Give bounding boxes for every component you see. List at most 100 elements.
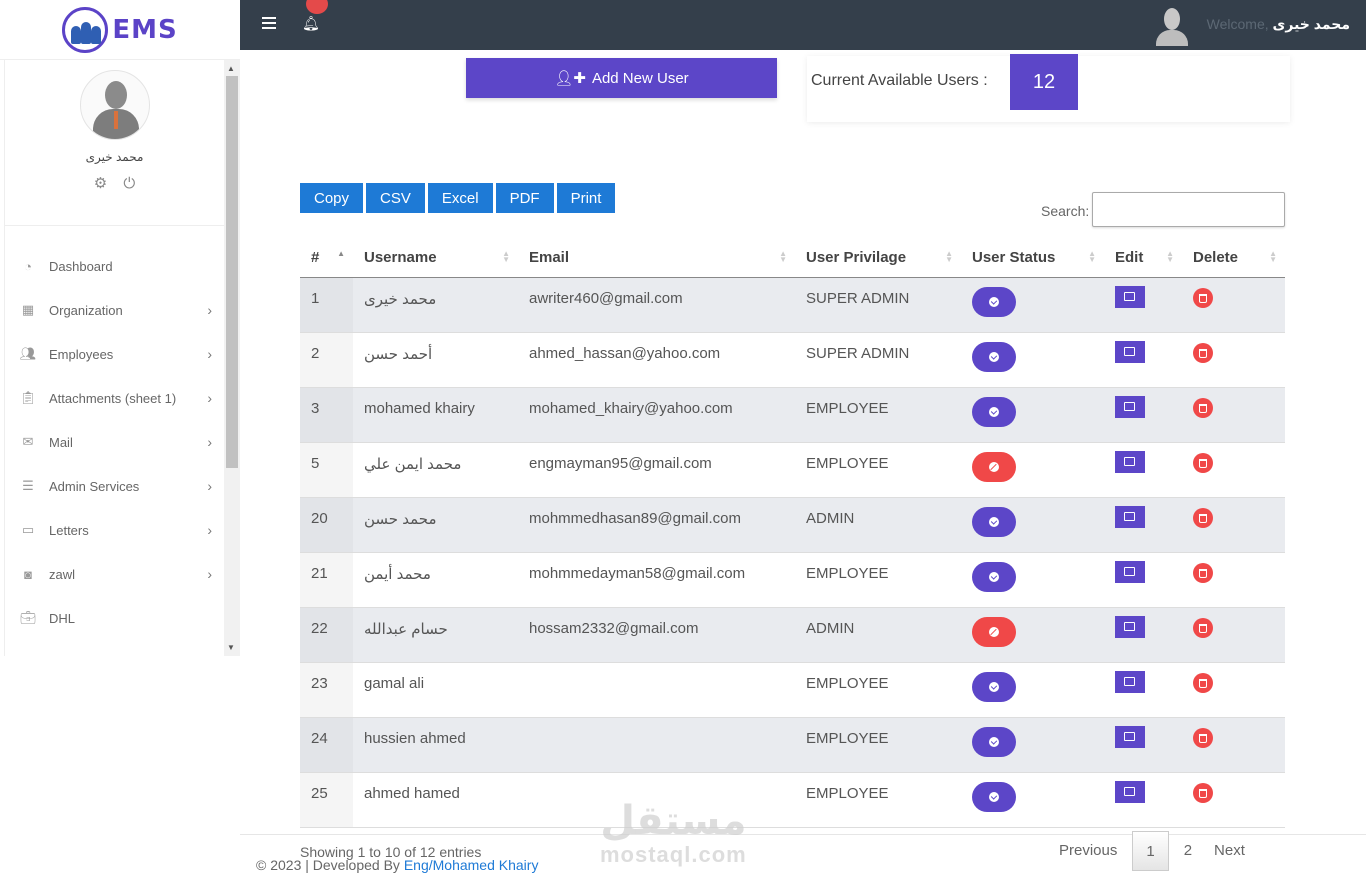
- cell-privilege: SUPER ADMIN: [795, 332, 961, 388]
- page-1-button[interactable]: 1: [1132, 831, 1169, 871]
- sidebar-item-dhl[interactable]: 💼︎ DHL: [5, 596, 224, 640]
- sort-icon: ▲ ▼: [1166, 249, 1174, 264]
- status-active-toggle[interactable]: [972, 341, 1016, 372]
- table-row: 25 ahmed hamed EMPLOYEE: [300, 772, 1285, 828]
- delete-button[interactable]: [1193, 287, 1213, 308]
- hamburger-menu-icon[interactable]: [262, 17, 276, 32]
- copy-button[interactable]: Copy: [300, 183, 364, 213]
- trash-icon: [1199, 788, 1207, 798]
- delete-button[interactable]: [1193, 617, 1213, 638]
- delete-button[interactable]: [1193, 782, 1213, 803]
- delete-button[interactable]: [1193, 507, 1213, 528]
- cell-id: 20: [300, 497, 353, 553]
- search-label: Search:: [1041, 203, 1090, 219]
- add-new-user-button[interactable]: 👤︎✚ Add New User: [466, 58, 777, 98]
- table-row: 22 حسام عبدالله hossam2332@gmail.com ADMIN: [300, 607, 1285, 663]
- edit-button[interactable]: [1115, 780, 1145, 803]
- edit-icon: [1124, 676, 1135, 686]
- sidebar-item-attachments-sheet-1[interactable]: 📋︎ Attachments (sheet 1) ›: [5, 376, 224, 420]
- sidebar-item-employees[interactable]: 👥︎ Employees ›: [5, 332, 224, 376]
- check-circle-icon: [989, 296, 999, 307]
- edit-button[interactable]: [1115, 725, 1145, 748]
- developer-link[interactable]: Eng/Mohamed Khairy: [403, 857, 539, 873]
- status-active-toggle[interactable]: [972, 561, 1016, 592]
- sidebar-item-label: DHL: [49, 610, 76, 626]
- cell-id: 22: [300, 607, 353, 663]
- status-active-toggle[interactable]: [972, 726, 1016, 757]
- status-active-toggle[interactable]: [972, 671, 1016, 702]
- user-plus-icon: 👤︎✚: [554, 70, 586, 87]
- status-active-toggle[interactable]: [972, 506, 1016, 537]
- delete-button[interactable]: [1193, 562, 1213, 583]
- check-circle-icon: [989, 406, 999, 417]
- col-delete-header[interactable]: Delete ▲ ▼: [1182, 239, 1285, 278]
- delete-button[interactable]: [1193, 397, 1213, 418]
- cell-email: [518, 662, 795, 718]
- cell-email: awriter460@gmail.com: [518, 277, 795, 333]
- col-privilege-header[interactable]: User Privilage ▲ ▼: [795, 239, 961, 278]
- col-id-header[interactable]: # ▲: [300, 239, 353, 278]
- edit-icon: [1124, 621, 1135, 631]
- status-active-toggle[interactable]: [972, 781, 1016, 812]
- welcome-label: Welcome,: [1206, 16, 1269, 32]
- edit-button[interactable]: [1115, 450, 1145, 473]
- status-inactive-toggle[interactable]: [972, 616, 1016, 647]
- print-button[interactable]: Print: [556, 183, 616, 213]
- scrollbar-thumb[interactable]: [226, 76, 238, 468]
- status-active-toggle[interactable]: [972, 286, 1016, 317]
- col-edit-header[interactable]: Edit ▲ ▼: [1104, 239, 1182, 278]
- cell-delete: [1182, 607, 1285, 663]
- sidebar-item-organization[interactable]: ▦ Organization ›: [5, 288, 224, 332]
- cell-username: hussien ahmed: [353, 717, 518, 773]
- logo-people-icon: [62, 6, 109, 53]
- sidebar-item-admin-services[interactable]: ☰ Admin Services ›: [5, 464, 224, 508]
- sidebar-item-label: Organization: [49, 302, 123, 318]
- bell-icon[interactable]: 🔔︎: [302, 15, 320, 31]
- pdf-button[interactable]: PDF: [495, 183, 554, 213]
- edit-button[interactable]: [1115, 395, 1145, 418]
- excel-button[interactable]: Excel: [427, 183, 493, 213]
- chevron-right-icon: ›: [207, 346, 212, 362]
- cell-username: محمد خيرى: [353, 277, 518, 333]
- col-username-header[interactable]: Username ▲ ▼: [353, 239, 518, 278]
- edit-button[interactable]: [1115, 615, 1145, 638]
- chevron-right-icon: ›: [207, 390, 212, 406]
- settings-gear-icon[interactable]: ⚙: [93, 175, 108, 192]
- sidebar-item-zawl[interactable]: ◙ zawl ›: [5, 552, 224, 596]
- search-input[interactable]: [1092, 192, 1285, 227]
- status-active-toggle[interactable]: [972, 396, 1016, 427]
- col-email-header[interactable]: Email ▲ ▼: [518, 239, 795, 278]
- next-page-button[interactable]: Next: [1214, 842, 1245, 859]
- profile-panel: محمد خيرى ⚙ ⏻: [5, 60, 224, 226]
- delete-button[interactable]: [1193, 342, 1213, 363]
- logo[interactable]: EMS: [0, 0, 240, 60]
- cell-status: [961, 552, 1104, 608]
- sidebar-item-dashboard[interactable]: ◔ Dashboard: [5, 244, 224, 288]
- delete-button[interactable]: [1193, 727, 1213, 748]
- cell-edit: [1104, 607, 1182, 663]
- edit-button[interactable]: [1115, 340, 1145, 363]
- table-row: 24 hussien ahmed EMPLOYEE: [300, 717, 1285, 773]
- cell-edit: [1104, 497, 1182, 553]
- cell-privilege: EMPLOYEE: [795, 387, 961, 443]
- page-2-button[interactable]: 2: [1183, 842, 1193, 859]
- status-inactive-toggle[interactable]: [972, 451, 1016, 482]
- cell-email: engmayman95@gmail.com: [518, 442, 795, 498]
- power-icon[interactable]: ⏻: [123, 175, 136, 192]
- col-status-header[interactable]: User Status ▲ ▼: [961, 239, 1104, 278]
- sidebar-item-mail[interactable]: ✉ Mail ›: [5, 420, 224, 464]
- sidebar-item-letters[interactable]: ▭ Letters ›: [5, 508, 224, 552]
- previous-page-button[interactable]: Previous: [1059, 842, 1118, 859]
- edit-button[interactable]: [1115, 285, 1145, 308]
- edit-button[interactable]: [1115, 505, 1145, 528]
- edit-button[interactable]: [1115, 560, 1145, 583]
- delete-button[interactable]: [1193, 452, 1213, 473]
- sidebar-scrollbar[interactable]: ▲ ▼: [224, 60, 240, 656]
- delete-button[interactable]: [1193, 672, 1213, 693]
- export-buttons: Copy CSV Excel PDF Print: [300, 183, 618, 213]
- csv-button[interactable]: CSV: [366, 183, 425, 213]
- edit-button[interactable]: [1115, 670, 1145, 693]
- sort-icon: ▲ ▼: [502, 249, 510, 264]
- user-avatar[interactable]: [1154, 6, 1190, 46]
- cell-username: حسام عبدالله: [353, 607, 518, 663]
